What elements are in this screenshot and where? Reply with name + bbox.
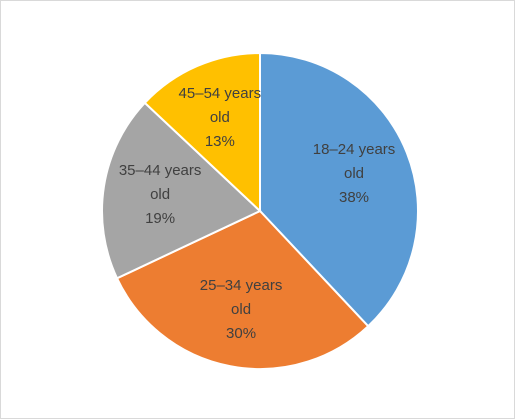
data-label: 25–34 years old 30% xyxy=(199,274,283,346)
pie-slice xyxy=(259,51,419,328)
pie-slice xyxy=(101,101,262,280)
data-label: 35–44 years old 19% xyxy=(118,159,202,231)
category-label: 25–34 years old xyxy=(199,277,283,319)
value-label: 19% xyxy=(145,210,176,228)
data-label: 45–54 years old 13% xyxy=(178,82,262,154)
category-label: 18–24 years old xyxy=(312,140,396,182)
data-label: 18–24 years old 38% xyxy=(312,138,396,210)
value-label: 30% xyxy=(226,325,257,343)
value-label: 38% xyxy=(339,188,370,206)
category-label: 35–44 years old xyxy=(118,162,202,204)
pie-slice xyxy=(115,209,370,370)
category-label: 45–54 years old xyxy=(178,85,262,127)
value-label: 13% xyxy=(204,133,235,151)
pie-slice xyxy=(143,51,261,214)
